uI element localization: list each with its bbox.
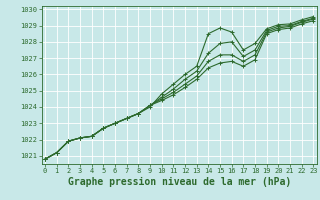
X-axis label: Graphe pression niveau de la mer (hPa): Graphe pression niveau de la mer (hPa) [68,177,291,187]
